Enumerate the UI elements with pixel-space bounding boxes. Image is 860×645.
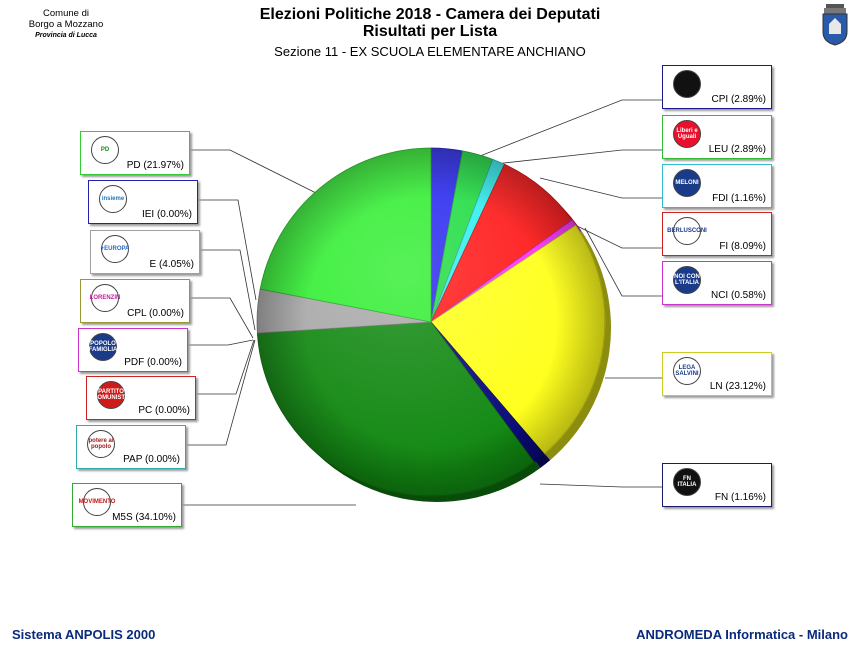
leader-line-cpl bbox=[190, 297, 254, 339]
legend-box-fdi[interactable]: MELONI FDI (1.16%) bbox=[662, 164, 772, 208]
fn-logo-icon: FN ITALIA bbox=[673, 468, 701, 496]
nci-logo-icon: NOI CON L'ITALIA bbox=[673, 266, 701, 294]
logo-text-fi: BERLUSCONI bbox=[667, 228, 707, 234]
legend-box-pc[interactable]: PARTITO COMUNISTA PC (0.00%) bbox=[86, 376, 196, 420]
cpl-logo-icon: LORENZIN bbox=[89, 284, 121, 312]
legend-box-nci[interactable]: NOI CON L'ITALIA NCI (0.58%) bbox=[662, 261, 772, 305]
pd-logo-icon: PD bbox=[91, 136, 119, 164]
leader-line-pdf bbox=[188, 339, 254, 346]
legend-box-pd[interactable]: PD PD (21.97%) bbox=[80, 131, 190, 175]
logo-text-m5s: MOVIMENTO bbox=[78, 499, 116, 505]
leader-line-fdi bbox=[539, 177, 662, 199]
legend-label-pc: PC (0.00%) bbox=[138, 405, 190, 416]
logo-text-pc: PARTITO COMUNISTA bbox=[93, 389, 129, 401]
legend-label-leu: LEU (2.89%) bbox=[708, 144, 766, 155]
legend-box-iei[interactable]: insieme IEI (0.00%) bbox=[88, 180, 198, 224]
page-title: Elezioni Politiche 2018 - Camera dei Dep… bbox=[259, 6, 601, 23]
municipality-label: Comune di Borgo a Mozzano Provincia di L… bbox=[14, 8, 118, 41]
legend-label-cpl: CPL (0.00%) bbox=[127, 308, 184, 319]
fdi-logo-icon: MELONI bbox=[673, 169, 701, 197]
logo-text-cpi bbox=[674, 71, 700, 97]
cpi-logo-icon bbox=[673, 70, 701, 98]
legend-label-pd: PD (21.97%) bbox=[126, 160, 184, 171]
legend-label-pdf: PDF (0.00%) bbox=[124, 357, 182, 368]
legend-label-iei: IEI (0.00%) bbox=[141, 209, 192, 220]
legend-box-fi[interactable]: BERLUSCONI FI (8.09%) bbox=[662, 212, 772, 256]
logo-text-cpl: LORENZIN bbox=[89, 295, 121, 301]
pie-slices bbox=[256, 147, 606, 497]
logo-text-pd: PD bbox=[100, 147, 110, 153]
leader-line-pd bbox=[190, 149, 321, 196]
legend-box-cpl[interactable]: LORENZIN CPL (0.00%) bbox=[80, 279, 190, 323]
footer-system-label: Sistema ANPOLIS 2000 bbox=[12, 627, 156, 642]
legend-label-e: E (4.05%) bbox=[149, 259, 194, 270]
pc-logo-icon: PARTITO COMUNISTA bbox=[93, 381, 129, 409]
legend-label-m5s: M5S (34.10%) bbox=[112, 512, 176, 523]
leader-line-pap bbox=[186, 339, 256, 446]
leader-line-leu bbox=[494, 149, 662, 165]
leader-line-e bbox=[200, 249, 256, 331]
iei-logo-icon: insieme bbox=[99, 185, 127, 213]
legend-label-cpi: CPI (2.89%) bbox=[711, 94, 766, 105]
e-logo-icon: +EUROPA bbox=[101, 235, 129, 263]
legend-box-cpi[interactable]: CPI (2.89%) bbox=[662, 65, 772, 109]
legend-box-ln[interactable]: LEGA SALVINI LN (23.12%) bbox=[662, 352, 772, 396]
logo-text-iei: insieme bbox=[101, 196, 125, 202]
leader-line-cpi bbox=[474, 99, 662, 159]
legend-label-fn: FN (1.16%) bbox=[714, 492, 766, 503]
legend-box-e[interactable]: +EUROPA E (4.05%) bbox=[90, 230, 200, 274]
municipality-line-2: Borgo a Mozzano bbox=[28, 19, 104, 30]
leader-line-pc bbox=[196, 339, 255, 395]
leader-line-fn bbox=[539, 483, 662, 488]
section-label: Sezione 11 - EX SCUOLA ELEMENTARE ANCHIA… bbox=[274, 44, 586, 59]
logo-text-e: +EUROPA bbox=[100, 246, 130, 252]
legend-label-fi: FI (8.09%) bbox=[719, 241, 766, 252]
logo-text-ln: LEGA SALVINI bbox=[675, 365, 699, 377]
logo-text-pdf: POPOLO FAMIGLIA bbox=[88, 341, 118, 353]
logo-text-nci: NOI CON L'ITALIA bbox=[674, 274, 700, 286]
leader-line-iei bbox=[198, 199, 257, 301]
page-subtitle: Risultati per Lista bbox=[362, 23, 498, 40]
pdf-logo-icon: POPOLO FAMIGLIA bbox=[89, 333, 117, 361]
pap-logo-icon: potere al popolo bbox=[87, 430, 115, 458]
legend-label-pap: PAP (0.00%) bbox=[123, 454, 180, 465]
leu-logo-icon: Liberi e Uguali bbox=[673, 120, 701, 148]
legend-box-pap[interactable]: potere al popolo PAP (0.00%) bbox=[76, 425, 186, 469]
legend-label-ln: LN (23.12%) bbox=[709, 381, 766, 392]
footer-vendor-label: ANDROMEDA Informatica - Milano bbox=[636, 627, 848, 642]
municipality-line-1: Comune di bbox=[43, 8, 89, 19]
logo-text-leu: Liberi e Uguali bbox=[676, 128, 698, 140]
legend-box-pdf[interactable]: POPOLO FAMIGLIA PDF (0.00%) bbox=[78, 328, 188, 372]
ln-logo-icon: LEGA SALVINI bbox=[673, 357, 701, 385]
legend-label-fdi: FDI (1.16%) bbox=[712, 193, 766, 204]
fi-logo-icon: BERLUSCONI bbox=[667, 217, 707, 245]
legend-box-fn[interactable]: FN ITALIA FN (1.16%) bbox=[662, 463, 772, 507]
logo-text-pap: potere al popolo bbox=[88, 438, 114, 450]
municipality-line-3: Provincia di Lucca bbox=[35, 32, 97, 39]
m5s-logo-icon: MOVIMENTO bbox=[78, 488, 116, 516]
legend-box-m5s[interactable]: MOVIMENTO M5S (34.10%) bbox=[72, 483, 182, 527]
legend-box-leu[interactable]: Liberi e Uguali LEU (2.89%) bbox=[662, 115, 772, 159]
logo-text-fdi: MELONI bbox=[675, 180, 699, 186]
logo-text-fn: FN ITALIA bbox=[677, 476, 697, 488]
legend-label-nci: NCI (0.58%) bbox=[710, 290, 766, 301]
municipality-crest-icon bbox=[822, 4, 848, 46]
